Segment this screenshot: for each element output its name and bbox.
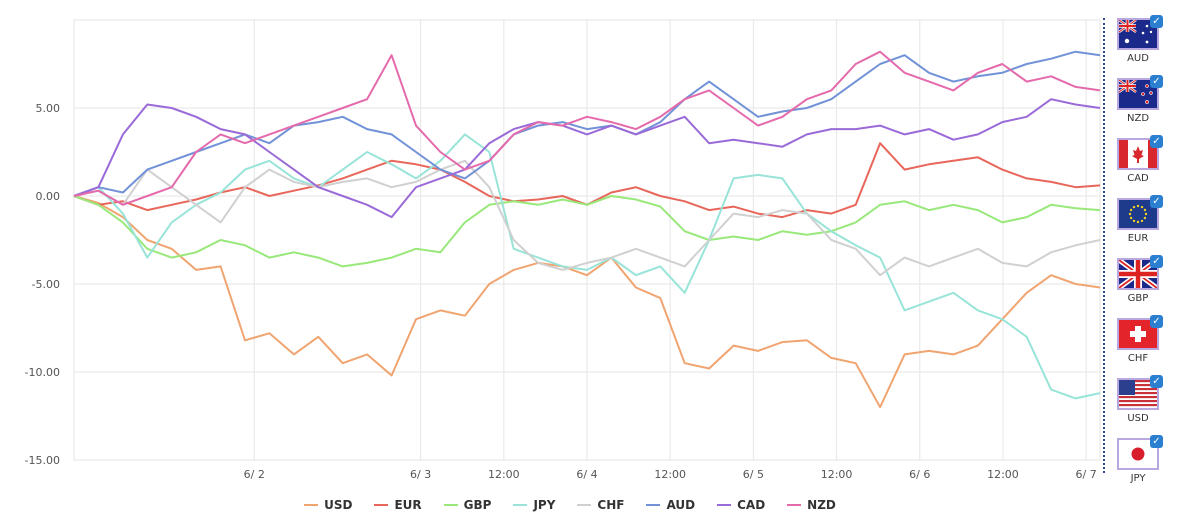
chart-divider xyxy=(1103,18,1105,473)
series-line-nzd xyxy=(73,50,1101,206)
currency-toggle-gbp[interactable]: ✓ GBP xyxy=(1115,255,1163,316)
series-line-usd xyxy=(73,195,1101,409)
currency-label: AUD xyxy=(1127,53,1149,64)
y-tick-label: -5.00 xyxy=(32,278,60,291)
currency-toggle-eur[interactable]: ✓ EUR xyxy=(1115,195,1163,256)
legend-swatch xyxy=(374,504,389,506)
currency-sidebar: ✓ AUD ✓ NZD ✓ CAD ✓ EUR ✓ GBP ✓ CHF ✓ USD ✓ JPY xyxy=(1103,15,1173,484)
checkbox-checked-icon[interactable]: ✓ xyxy=(1150,195,1163,208)
currency-label: NZD xyxy=(1126,113,1150,124)
series-line-jpy xyxy=(73,133,1101,400)
legend-swatch xyxy=(787,504,802,506)
currency-toggle-chf[interactable]: ✓ CHF xyxy=(1115,315,1163,376)
legend-item-jpy[interactable]: JPY xyxy=(513,498,555,512)
legend-label: AUD xyxy=(666,498,696,512)
flag-frame xyxy=(1117,138,1159,170)
x-tick-label: 12:00 xyxy=(654,468,686,481)
currency-strength-chart: 5.000.00-5.00-10.00-15.00 6/ 2 6/ 3 12:00 6… xyxy=(25,19,1101,481)
x-axis-ticks: 6/ 2 6/ 3 12:00 6/ 4 12:00 6/ 5 12:00 6/ 6 12:00… xyxy=(244,468,1097,481)
grid xyxy=(73,19,1101,461)
checkbox-checked-icon[interactable]: ✓ xyxy=(1150,75,1163,88)
checkbox-checked-icon[interactable]: ✓ xyxy=(1150,315,1163,328)
legend-label: JPY xyxy=(533,498,556,512)
y-tick-label: 5.00 xyxy=(36,102,61,115)
legend-item-cad[interactable]: CAD xyxy=(717,498,765,512)
ca-flag-icon xyxy=(1119,140,1157,168)
legend-swatch xyxy=(513,504,528,506)
y-tick-label: 0.00 xyxy=(36,190,61,203)
legend-label: NZD xyxy=(807,498,836,512)
x-tick-label: 6/ 7 xyxy=(1076,468,1097,481)
legend-swatch xyxy=(717,504,732,506)
x-tick-label: 6/ 5 xyxy=(743,468,764,481)
currency-toggle-aud[interactable]: ✓ AUD xyxy=(1115,15,1163,76)
checkbox-checked-icon[interactable]: ✓ xyxy=(1150,375,1163,388)
series-line-chf xyxy=(73,159,1101,277)
legend-label: EUR xyxy=(394,498,422,512)
currency-label: CHF xyxy=(1127,353,1149,364)
legend-swatch xyxy=(443,504,458,506)
legend-label: CHF xyxy=(597,498,625,512)
checkbox-checked-icon[interactable]: ✓ xyxy=(1150,135,1163,148)
y-axis-ticks: 5.00 0.00 -5.00 -10.00 -15.00 xyxy=(25,102,60,467)
currency-label: GBP xyxy=(1127,293,1149,304)
currency-label: USD xyxy=(1127,413,1149,424)
flag-frame xyxy=(1117,18,1159,50)
checkbox-checked-icon[interactable]: ✓ xyxy=(1150,255,1163,268)
x-tick-label: 12:00 xyxy=(821,468,853,481)
legend: USD EUR GBP JPY CHF AUD CAD NZD xyxy=(304,498,836,512)
series-lines xyxy=(73,50,1101,409)
x-tick-label: 12:00 xyxy=(488,468,520,481)
x-tick-label: 6/ 3 xyxy=(410,468,431,481)
currency-toggle-nzd[interactable]: ✓ NZD xyxy=(1115,75,1163,136)
currency-label: EUR xyxy=(1127,233,1149,244)
x-tick-label: 6/ 2 xyxy=(244,468,265,481)
legend-label: GBP xyxy=(463,498,492,512)
y-tick-label: -15.00 xyxy=(25,454,60,467)
legend-item-nzd[interactable]: NZD xyxy=(787,498,836,512)
legend-item-eur[interactable]: EUR xyxy=(374,498,422,512)
x-tick-label: 12:00 xyxy=(987,468,1019,481)
legend-swatch xyxy=(646,504,661,506)
currency-toggle-cad[interactable]: ✓ CAD xyxy=(1115,135,1163,196)
currency-label: JPY xyxy=(1130,473,1146,484)
legend-item-aud[interactable]: AUD xyxy=(646,498,695,512)
legend-item-usd[interactable]: USD xyxy=(304,498,352,512)
au-flag-icon xyxy=(1119,20,1157,48)
legend-swatch xyxy=(577,504,592,506)
y-tick-label: -10.00 xyxy=(25,366,60,379)
legend-label: USD xyxy=(324,498,353,512)
checkbox-checked-icon[interactable]: ✓ xyxy=(1150,15,1163,28)
x-tick-label: 6/ 6 xyxy=(909,468,930,481)
currency-label: CAD xyxy=(1127,173,1149,184)
x-tick-label: 6/ 4 xyxy=(576,468,597,481)
series-line-cad xyxy=(73,98,1101,219)
legend-item-gbp[interactable]: GBP xyxy=(443,498,492,512)
currency-toggle-jpy[interactable]: ✓ JPY xyxy=(1115,435,1163,496)
checkbox-checked-icon[interactable]: ✓ xyxy=(1150,435,1163,448)
series-line-gbp xyxy=(73,195,1101,268)
currency-toggle-usd[interactable]: ✓ USD xyxy=(1115,375,1163,436)
legend-label: CAD xyxy=(737,498,766,512)
legend-item-chf[interactable]: CHF xyxy=(577,498,624,512)
legend-swatch xyxy=(304,504,319,506)
